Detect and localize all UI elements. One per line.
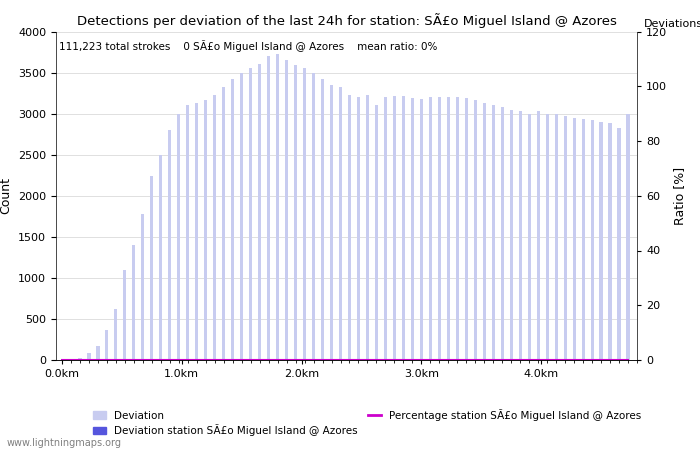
- Bar: [303, 68, 306, 360]
- Text: Deviations: Deviations: [644, 19, 700, 29]
- Bar: [267, 56, 270, 360]
- Bar: [105, 330, 108, 360]
- Bar: [240, 72, 244, 360]
- Bar: [150, 176, 153, 360]
- Text: www.lightningmaps.org: www.lightningmaps.org: [7, 438, 122, 448]
- Bar: [231, 79, 234, 360]
- Bar: [491, 105, 495, 360]
- Title: Detections per deviation of the last 24h for station: SÃ£o Miguel Island @ Azore: Detections per deviation of the last 24h…: [76, 13, 617, 27]
- Bar: [78, 358, 81, 360]
- Bar: [617, 128, 621, 360]
- Bar: [339, 86, 342, 360]
- Bar: [258, 64, 261, 360]
- Bar: [123, 270, 127, 360]
- Bar: [366, 95, 369, 360]
- Bar: [573, 118, 575, 360]
- Bar: [591, 120, 594, 360]
- Text: 111,223 total strokes    0 SÃ£o Miguel Island @ Azores    mean ratio: 0%: 111,223 total strokes 0 SÃ£o Miguel Isla…: [59, 40, 438, 52]
- Bar: [88, 353, 90, 360]
- Bar: [276, 54, 279, 360]
- Bar: [528, 113, 531, 360]
- Bar: [222, 87, 225, 360]
- Bar: [384, 97, 387, 360]
- Bar: [168, 130, 172, 360]
- Bar: [132, 245, 135, 360]
- Bar: [554, 114, 558, 360]
- Y-axis label: Count: Count: [0, 177, 13, 214]
- Bar: [330, 85, 333, 360]
- Bar: [500, 107, 504, 360]
- Bar: [186, 105, 189, 360]
- Bar: [429, 97, 432, 360]
- Bar: [214, 95, 216, 360]
- Bar: [438, 97, 441, 360]
- Bar: [402, 96, 405, 360]
- Bar: [599, 122, 603, 360]
- Bar: [97, 346, 99, 360]
- Bar: [608, 123, 612, 360]
- Bar: [141, 214, 144, 360]
- Bar: [204, 100, 207, 360]
- Bar: [177, 113, 181, 360]
- Bar: [447, 97, 450, 360]
- Bar: [420, 99, 423, 360]
- Bar: [474, 100, 477, 360]
- Legend: Deviation, Deviation station SÃ£o Miguel Island @ Azores, Percentage station SÃ£: Deviation, Deviation station SÃ£o Miguel…: [89, 405, 645, 440]
- Bar: [393, 96, 396, 360]
- Bar: [375, 104, 378, 360]
- Bar: [483, 103, 486, 360]
- Bar: [510, 110, 513, 360]
- Bar: [321, 79, 324, 360]
- Bar: [159, 155, 162, 360]
- Bar: [285, 60, 288, 360]
- Bar: [545, 113, 549, 360]
- Bar: [411, 98, 414, 360]
- Bar: [456, 97, 459, 360]
- Bar: [249, 68, 252, 360]
- Bar: [519, 111, 522, 360]
- Bar: [357, 97, 360, 360]
- Y-axis label: Ratio [%]: Ratio [%]: [673, 166, 686, 225]
- Bar: [348, 95, 351, 360]
- Bar: [114, 309, 118, 360]
- Bar: [69, 359, 73, 360]
- Bar: [195, 103, 198, 360]
- Bar: [564, 116, 567, 360]
- Bar: [294, 65, 298, 360]
- Bar: [465, 98, 468, 360]
- Bar: [626, 113, 629, 360]
- Bar: [537, 111, 540, 360]
- Bar: [582, 118, 584, 360]
- Bar: [312, 73, 315, 360]
